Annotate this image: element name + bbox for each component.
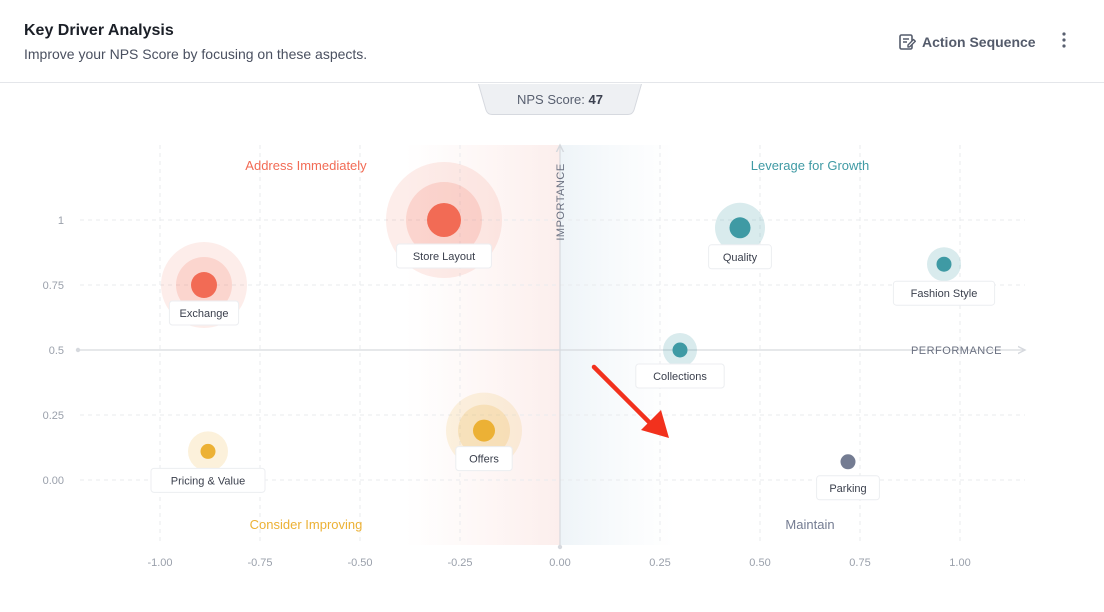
point-label: Offers: [469, 454, 499, 466]
point-label: Quality: [723, 252, 758, 264]
positive-zone-band: [560, 145, 675, 545]
quadrant-label-maintain: Maintain: [785, 517, 834, 532]
data-point[interactable]: Offers: [446, 392, 522, 472]
x-tick-label: -1.00: [147, 557, 172, 569]
action-sequence-label: Action Sequence: [922, 34, 1036, 50]
data-point[interactable]: Pricing & Value: [150, 431, 266, 493]
point-label-chip: [892, 280, 996, 306]
point-label-chip: [816, 475, 880, 501]
action-sequence-button[interactable]: Action Sequence: [898, 31, 1036, 53]
data-point[interactable]: Parking: [816, 454, 880, 501]
point-marker: [473, 419, 495, 442]
y-tick-label: 0.5: [49, 345, 64, 357]
x-tick-label: -0.50: [347, 557, 372, 569]
y-tick-label: 0.00: [43, 475, 64, 487]
more-vertical-icon: [1062, 31, 1066, 53]
y-axis-title: IMPORTANCE: [555, 163, 567, 240]
point-label-chip: [396, 243, 492, 269]
point-label: Collections: [653, 371, 707, 383]
x-tick-label: 0.00: [549, 557, 570, 569]
nps-score-badge: NPS Score: 47: [478, 84, 642, 115]
point-marker: [191, 272, 217, 298]
page-title: Key Driver Analysis: [24, 22, 174, 39]
point-marker: [936, 256, 952, 272]
x-tick-label: -0.25: [447, 557, 472, 569]
point-label-chip: [168, 300, 240, 326]
point-marker: [427, 203, 461, 237]
point-label: Parking: [829, 483, 866, 495]
point-marker: [840, 454, 856, 470]
y-tick-label: 0.75: [43, 280, 64, 292]
header: Key Driver Analysis Improve your NPS Sco…: [0, 0, 1104, 83]
y-tick-label: 1: [58, 215, 64, 227]
data-point[interactable]: Store Layout: [386, 162, 502, 278]
x-tick-label: 0.75: [849, 557, 870, 569]
x-axis-title: PERFORMANCE: [911, 345, 1002, 357]
point-label-chip: [150, 467, 266, 493]
x-tick-label: 0.25: [649, 557, 670, 569]
point-label-chip: [708, 244, 772, 270]
red-arrow-annotation: [591, 364, 669, 438]
quadrant-label-leverage-for-growth: Leverage for Growth: [751, 158, 870, 173]
quadrant-label-address-immediately: Address Immediately: [245, 158, 367, 173]
point-label: Store Layout: [413, 251, 475, 263]
edit-note-icon: [898, 33, 916, 51]
data-point[interactable]: Collections: [635, 333, 725, 389]
point-label-chip: [455, 446, 513, 472]
nps-score-label: NPS Score:: [516, 92, 585, 107]
point-label: Fashion Style: [911, 288, 978, 300]
point-marker: [729, 217, 751, 239]
data-point[interactable]: Fashion Style: [892, 247, 996, 306]
nps-score-value: 47: [588, 92, 603, 107]
point-marker: [672, 342, 688, 358]
quadrant-label-consider-improving: Consider Improving: [250, 517, 363, 532]
y-axis-origin-dot: [557, 544, 563, 550]
x-tick-label: 1.00: [949, 557, 970, 569]
data-point[interactable]: Exchange: [161, 242, 247, 328]
point-label-chip: [635, 363, 725, 389]
key-driver-chart: PERFORMANCE IMPORTANCE -1.00 -0.75 -0.50 -0.…: [43, 84, 1104, 569]
point-marker: [200, 443, 216, 459]
y-tick-label: 0.25: [43, 410, 64, 422]
page-subtitle: Improve your NPS Score by focusing on th…: [24, 46, 368, 62]
data-point[interactable]: Quality: [708, 202, 772, 270]
more-options-button[interactable]: [1054, 30, 1074, 54]
x-axis-origin-dot: [75, 347, 81, 353]
point-label: Pricing & Value: [171, 475, 245, 487]
x-tick-label: 0.50: [749, 557, 770, 569]
point-label: Exchange: [180, 308, 229, 320]
x-tick-label: -0.75: [247, 557, 272, 569]
